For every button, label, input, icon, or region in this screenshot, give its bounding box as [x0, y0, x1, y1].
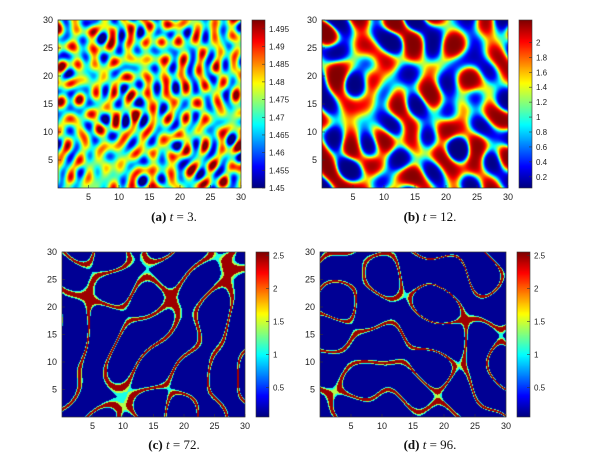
y-tick-label-c-4: 25	[47, 275, 57, 285]
y-tick-label-b-2: 15	[307, 99, 317, 109]
colorbar-frame-d	[516, 251, 531, 418]
colorbar-tick-label-b-9: 2	[536, 38, 541, 47]
panel-a: 5 10 15 20 25 30 5 10 15 20 25 30 1.45 1.455 1.46 1.465…	[43, 15, 290, 202]
y-tick-label-d-0: 5	[310, 385, 315, 395]
colorbar-tick-label-c-4: 2.5	[273, 251, 285, 260]
colorbar-tick-label-d-1: 1	[534, 350, 539, 359]
y-tick-label-c-3: 20	[47, 302, 57, 312]
y-tick-label-b-4: 25	[307, 43, 317, 53]
x-tick-label-d-2: 15	[408, 421, 418, 431]
colorbar-tick-label-b-0: 0.2	[536, 173, 548, 182]
colorbar-tick-label-a-8: 1.49	[269, 43, 285, 52]
colorbar-tick-label-a-4: 1.47	[269, 113, 285, 122]
y-tick-label-a-3: 20	[43, 71, 53, 81]
y-tick-label-b-1: 10	[307, 127, 317, 137]
colorbar-tick-label-a-7: 1.485	[269, 60, 290, 69]
x-tick-label-c-4: 25	[209, 421, 219, 431]
colorbar-tick-label-a-5: 1.475	[269, 96, 290, 105]
y-tick-label-c-5: 30	[47, 247, 57, 257]
colorbar-tick-label-d-3: 2	[534, 284, 539, 293]
caption-d: (d) t = 96.	[403, 437, 457, 452]
colorbar-tick-label-b-4: 1	[536, 113, 541, 122]
panel-d: 5 10 15 20 25 30 5 10 15 20 25 30 0.5 1 1.5 2 2.5	[305, 247, 546, 431]
colorbar-c	[256, 252, 269, 417]
colorbar-tick-label-b-8: 1.8	[536, 53, 548, 62]
x-tick-label-a-5: 30	[236, 192, 246, 202]
colorbar-tick-label-b-6: 1.4	[536, 83, 548, 92]
heatmap-b	[322, 20, 508, 188]
colorbar-tick-label-a-9: 1.495	[269, 25, 290, 34]
colorbar-a	[252, 20, 265, 188]
y-tick-label-d-2: 15	[305, 330, 315, 340]
colorbar-d	[517, 252, 530, 417]
y-tick-label-b-3: 20	[307, 71, 317, 81]
heatmap-c	[62, 252, 245, 417]
y-tick-label-b-5: 30	[307, 15, 317, 25]
x-tick-label-a-4: 25	[205, 192, 215, 202]
caption-b: (b) t = 12.	[403, 209, 457, 224]
y-tick-label-c-1: 10	[47, 357, 57, 367]
colorbar-tick-label-b-5: 1.2	[536, 98, 548, 107]
y-tick-label-a-2: 15	[43, 99, 53, 109]
x-tick-label-c-5: 30	[240, 421, 250, 431]
colorbar-tick-label-a-6: 1.48	[269, 78, 285, 87]
x-tick-label-b-5: 30	[503, 192, 513, 202]
x-tick-label-c-3: 20	[179, 421, 189, 431]
caption-c: (c) t = 72.	[148, 437, 200, 452]
y-tick-label-b-0: 5	[312, 155, 317, 165]
x-tick-label-a-2: 15	[144, 192, 154, 202]
x-tick-label-c-2: 15	[148, 421, 158, 431]
y-tick-label-c-2: 15	[47, 330, 57, 340]
colorbar-tick-label-b-3: 0.8	[536, 128, 548, 137]
x-tick-label-b-0: 5	[350, 192, 355, 202]
colorbar-tick-label-a-1: 1.455	[269, 166, 290, 175]
x-tick-label-d-1: 10	[377, 421, 387, 431]
x-tick-label-d-0: 5	[348, 421, 353, 431]
colorbar-tick-label-c-2: 1.5	[273, 317, 285, 326]
y-tick-label-d-3: 20	[305, 302, 315, 312]
x-tick-label-a-3: 20	[175, 192, 185, 202]
colorbar-tick-label-a-2: 1.46	[269, 149, 285, 158]
x-tick-label-a-0: 5	[86, 192, 91, 202]
heatmap-d	[320, 252, 506, 417]
x-tick-label-b-4: 25	[472, 192, 482, 202]
y-tick-label-a-1: 10	[43, 127, 53, 137]
colorbar-tick-label-c-0: 0.5	[273, 383, 285, 392]
heatmap-a	[58, 20, 241, 188]
colorbar-tick-label-b-1: 0.4	[536, 158, 548, 167]
caption-a: (a) t = 3.	[151, 209, 197, 224]
colorbar-frame-c	[255, 251, 270, 418]
colorbar-b	[519, 20, 532, 188]
y-tick-label-a-0: 5	[48, 155, 53, 165]
y-tick-label-d-5: 30	[305, 247, 315, 257]
colorbar-tick-label-b-7: 1.6	[536, 68, 548, 77]
colorbar-tick-label-a-0: 1.45	[269, 184, 285, 193]
colorbar-tick-label-c-3: 2	[273, 284, 278, 293]
x-tick-label-c-0: 5	[90, 421, 95, 431]
y-tick-label-a-4: 25	[43, 43, 53, 53]
x-tick-label-b-3: 20	[441, 192, 451, 202]
colorbar-frame-b	[518, 19, 533, 189]
panel-b: 5 10 15 20 25 30 5 10 15 20 25 30 0.2 0.4 0.6 0.8 1 1.2 1.…	[307, 15, 548, 202]
x-tick-label-b-1: 10	[379, 192, 389, 202]
y-tick-label-d-4: 25	[305, 275, 315, 285]
x-tick-label-d-4: 25	[470, 421, 480, 431]
x-tick-label-d-5: 30	[501, 421, 511, 431]
colorbar-tick-label-b-2: 0.6	[536, 143, 548, 152]
y-tick-label-d-1: 10	[305, 357, 315, 367]
x-tick-label-a-1: 10	[114, 192, 124, 202]
colorbar-tick-label-d-0: 0.5	[534, 383, 546, 392]
colorbar-tick-label-a-3: 1.465	[269, 131, 290, 140]
colorbar-tick-label-c-1: 1	[273, 350, 278, 359]
y-tick-label-a-5: 30	[43, 15, 53, 25]
colorbar-frame-a	[251, 19, 266, 189]
x-tick-label-b-2: 15	[410, 192, 420, 202]
panel-c: 5 10 15 20 25 30 5 10 15 20 25 30 0.5 1 1.5 2 2.5	[47, 247, 285, 431]
x-tick-label-c-1: 10	[118, 421, 128, 431]
y-tick-label-c-0: 5	[52, 385, 57, 395]
colorbar-tick-label-d-4: 2.5	[534, 251, 546, 260]
x-tick-label-d-3: 20	[439, 421, 449, 431]
colorbar-tick-label-d-2: 1.5	[534, 317, 546, 326]
